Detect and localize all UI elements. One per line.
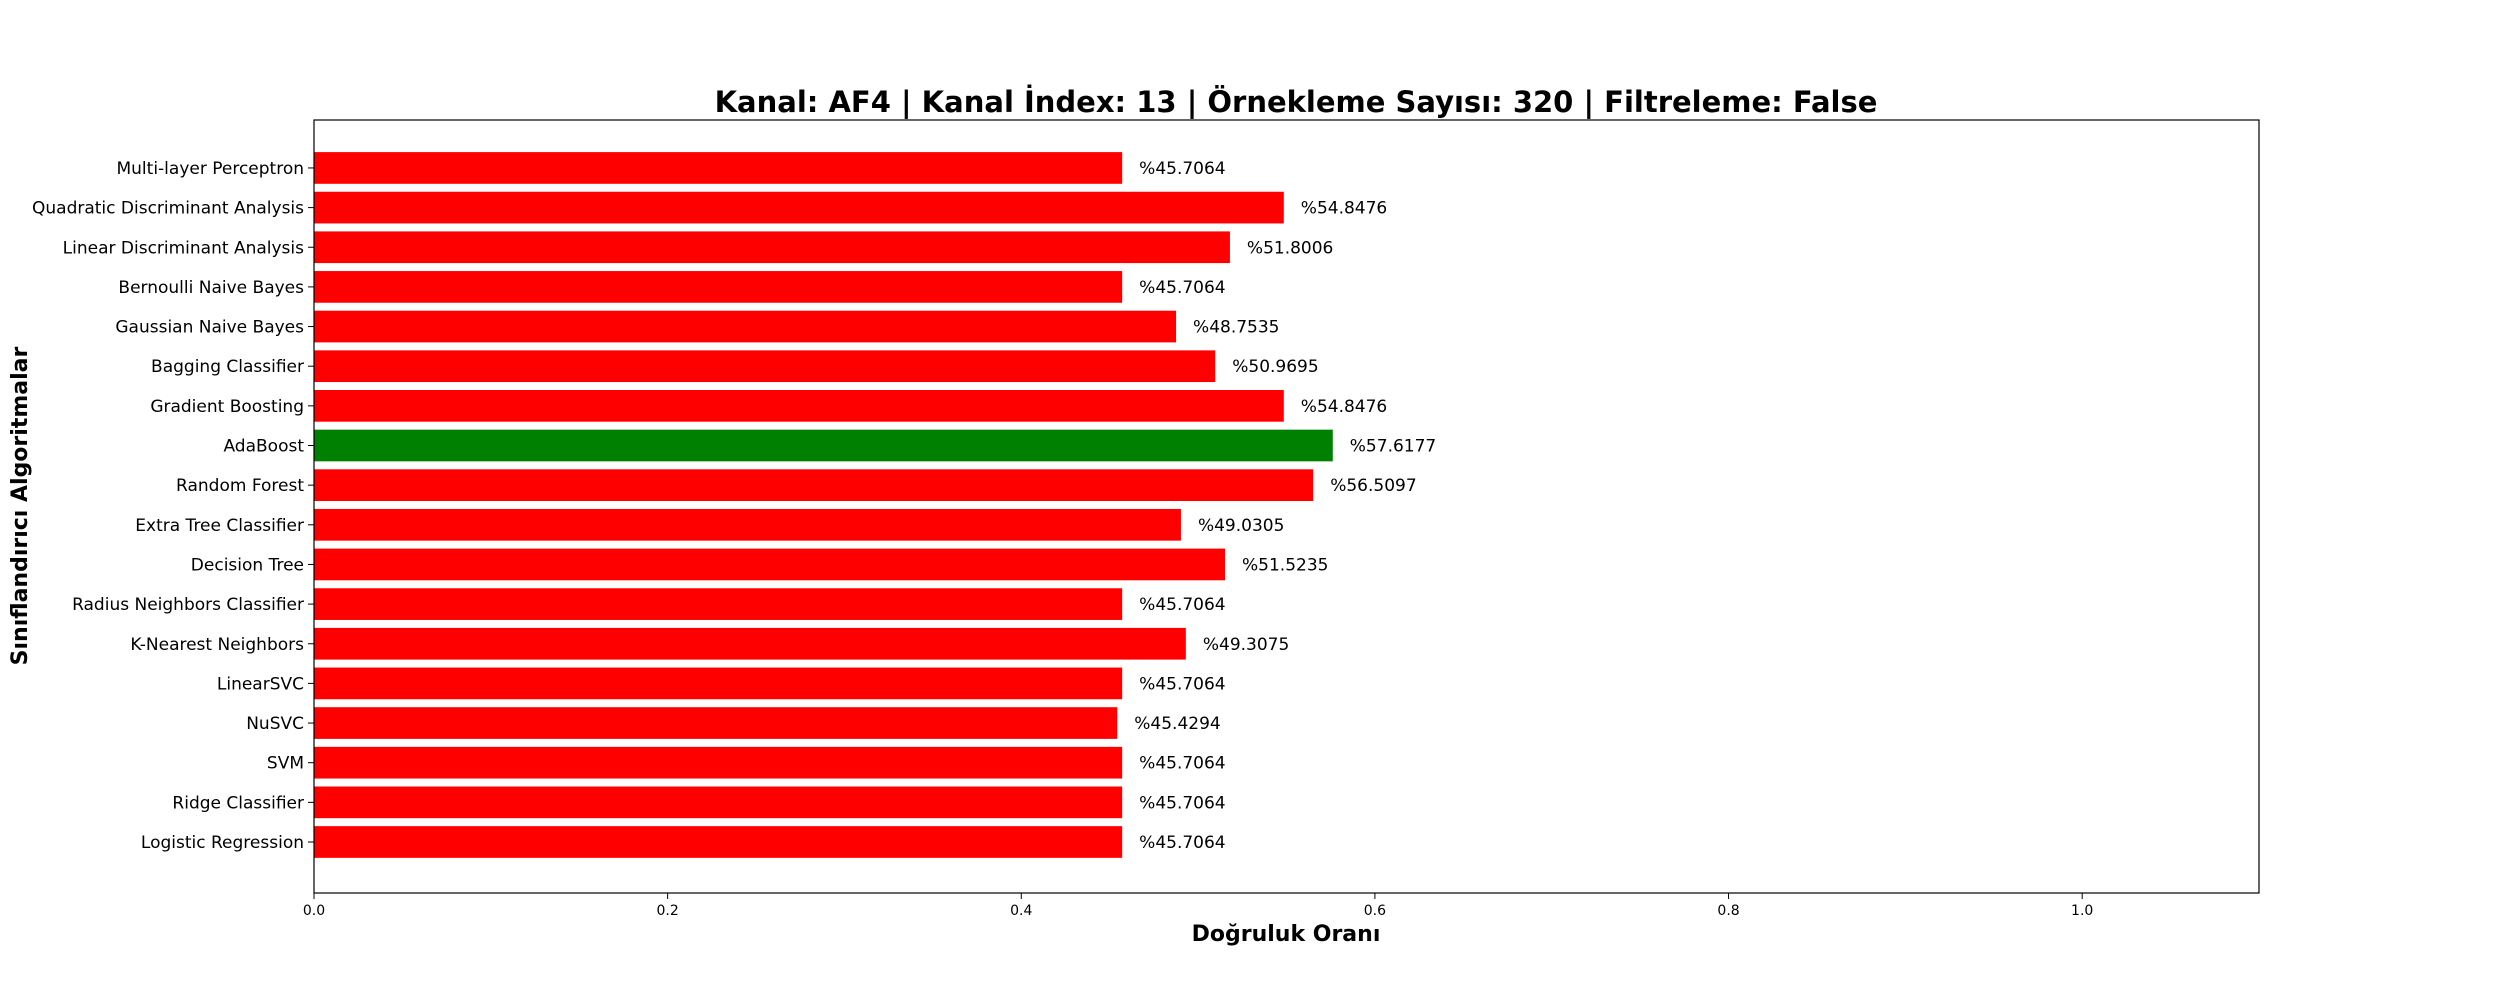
- value-label: %54.8476: [1301, 199, 1387, 219]
- category-label: AdaBoost: [223, 437, 304, 457]
- value-label: %57.6177: [1350, 437, 1436, 457]
- bar-quadratic-discriminant-analysis: [314, 191, 1284, 224]
- bar-bernoulli-naive-bayes: [314, 271, 1123, 303]
- value-label: %45.4294: [1134, 714, 1220, 734]
- value-label: %49.0305: [1198, 516, 1284, 536]
- value-label: %51.8006: [1247, 238, 1333, 258]
- x-tick-label: 0.4: [1010, 903, 1032, 919]
- bar-ridge-classifier: [314, 786, 1123, 819]
- bar-nusvc: [314, 707, 1118, 739]
- category-label: Bagging Classifier: [151, 357, 304, 377]
- x-tick-label: 0.6: [1364, 903, 1386, 919]
- category-label: Logistic Regression: [141, 833, 304, 853]
- bar-random-forest: [314, 469, 1314, 501]
- value-label: %45.7064: [1139, 159, 1225, 179]
- value-label: %50.9695: [1232, 357, 1318, 377]
- category-label: Radius Neighbors Classifier: [72, 595, 304, 615]
- value-label: %45.7064: [1139, 833, 1225, 853]
- value-label: %45.7064: [1139, 595, 1225, 615]
- x-tick-label: 0.0: [303, 903, 325, 919]
- category-label: Linear Discriminant Analysis: [63, 238, 304, 258]
- bar-svm: [314, 746, 1123, 779]
- value-label: %45.7064: [1139, 754, 1225, 774]
- category-label: Bernoulli Naive Bayes: [118, 278, 304, 298]
- category-label: K-Nearest Neighbors: [130, 635, 304, 655]
- bar-extra-tree-classifier: [314, 508, 1181, 541]
- chart-title: Kanal: AF4 | Kanal İndex: 13 | Örnekleme…: [715, 85, 1878, 119]
- category-label: Random Forest: [176, 476, 304, 496]
- y-axis-label: Sınıflandırıcı Algoritmalar: [8, 347, 33, 666]
- category-label: NuSVC: [246, 714, 304, 734]
- bar-decision-tree: [314, 548, 1226, 581]
- value-label: %51.5235: [1242, 555, 1328, 575]
- category-label: Multi-layer Perceptron: [116, 159, 304, 179]
- x-tick-label: 0.8: [1717, 903, 1739, 919]
- value-label: %45.7064: [1139, 278, 1225, 298]
- bar-gradient-boosting: [314, 390, 1284, 422]
- category-label: Gaussian Naive Bayes: [115, 318, 304, 338]
- bar-k-nearest-neighbors: [314, 627, 1186, 660]
- category-label: Ridge Classifier: [172, 793, 304, 813]
- x-axis-label: Doğruluk Oranı: [1192, 922, 1381, 947]
- value-label: %45.7064: [1139, 674, 1225, 694]
- value-label: %56.5097: [1330, 476, 1416, 496]
- category-label: Quadratic Discriminant Analysis: [32, 199, 304, 219]
- bar-gaussian-naive-bayes: [314, 310, 1177, 343]
- bar-adaboost: [314, 429, 1333, 462]
- bar-multi-layer-perceptron: [314, 152, 1123, 184]
- x-tick-label: 1.0: [2071, 903, 2093, 919]
- category-label: Extra Tree Classifier: [135, 516, 304, 536]
- bar-logistic-regression: [314, 826, 1123, 858]
- plot-frame: [313, 119, 2260, 894]
- value-label: %54.8476: [1301, 397, 1387, 417]
- category-label: Gradient Boosting: [150, 397, 304, 417]
- bar-linear-discriminant-analysis: [314, 231, 1230, 264]
- category-label: Decision Tree: [191, 555, 304, 575]
- category-label: LinearSVC: [217, 674, 304, 694]
- x-tick-label: 0.2: [657, 903, 679, 919]
- value-label: %49.3075: [1203, 635, 1289, 655]
- bar-radius-neighbors-classifier: [314, 588, 1123, 620]
- category-label: SVM: [267, 754, 304, 774]
- bar-bagging-classifier: [314, 350, 1216, 383]
- value-label: %45.7064: [1139, 793, 1225, 813]
- bar-linearsvc: [314, 667, 1123, 700]
- value-label: %48.7535: [1193, 318, 1279, 338]
